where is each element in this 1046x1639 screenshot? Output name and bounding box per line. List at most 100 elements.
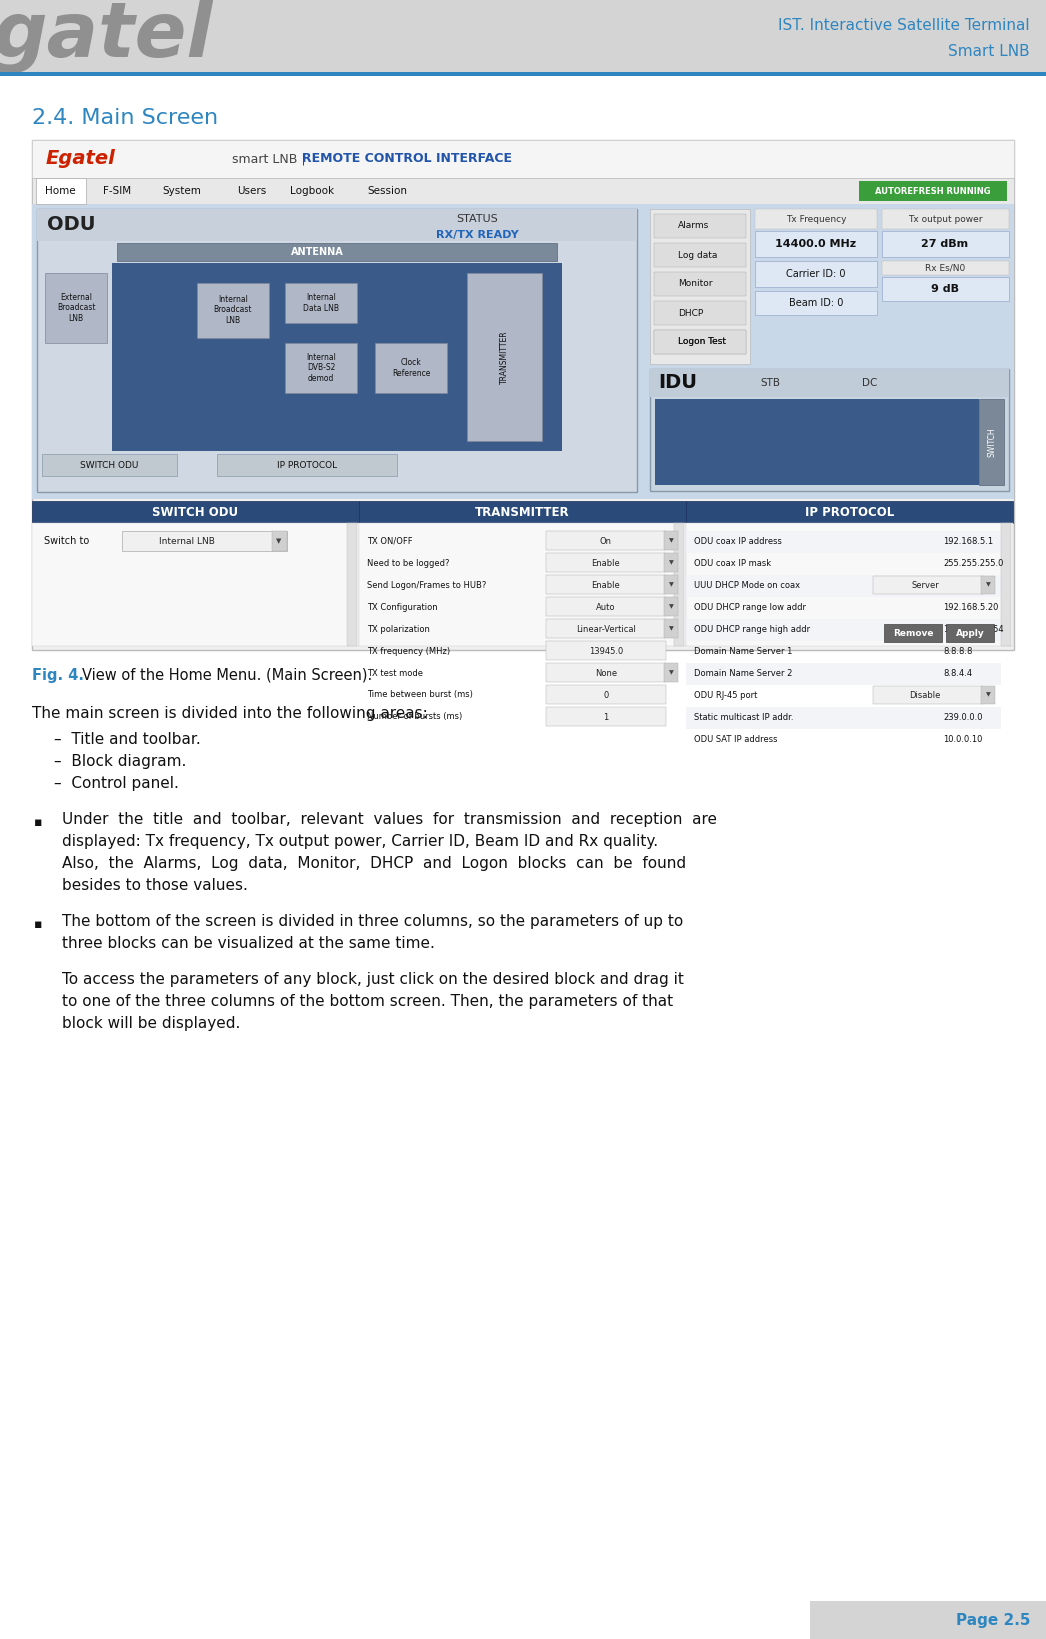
Text: Internal
DVB-S2
demod: Internal DVB-S2 demod	[306, 352, 336, 384]
Text: Internal LNB: Internal LNB	[159, 536, 214, 546]
Text: RX/TX READY: RX/TX READY	[435, 229, 519, 239]
Text: Apply: Apply	[956, 628, 984, 638]
Bar	[884, 624, 942, 642]
Text: ODU DHCP range high addr: ODU DHCP range high addr	[693, 624, 810, 634]
Text: Enable: Enable	[592, 580, 620, 590]
Text: Logon Test: Logon Test	[678, 338, 726, 346]
Bar	[546, 531, 666, 551]
Text: Domain Name Server 2: Domain Name Server 2	[693, 669, 793, 677]
Text: Log data: Log data	[678, 251, 718, 259]
Bar	[546, 597, 666, 616]
Text: Internal
Broadcast
LNB: Internal Broadcast LNB	[213, 295, 252, 325]
Text: 1: 1	[604, 713, 609, 721]
Bar	[1001, 523, 1011, 646]
Text: SWITCH ODU: SWITCH ODU	[153, 505, 238, 518]
Bar	[285, 284, 357, 323]
Bar	[197, 284, 269, 338]
Bar	[32, 523, 359, 646]
Text: 192.168.5.1: 192.168.5.1	[943, 536, 993, 546]
Text: Need to be logged?: Need to be logged?	[367, 559, 450, 567]
Text: The bottom of the screen is divided in three columns, so the parameters of up to: The bottom of the screen is divided in t…	[62, 915, 683, 929]
Text: IP PROTOCOL: IP PROTOCOL	[277, 461, 337, 469]
Bar	[664, 531, 678, 551]
Text: Carrier ID: 0: Carrier ID: 0	[787, 269, 846, 279]
Text: Home: Home	[45, 185, 75, 197]
Bar	[664, 620, 678, 638]
Text: displayed: Tx frequency, Tx output power, Carrier ID, Beam ID and Rx quality.: displayed: Tx frequency, Tx output power…	[62, 834, 658, 849]
Text: ODU coax IP mask: ODU coax IP mask	[693, 559, 771, 567]
Bar	[686, 664, 1001, 685]
Bar	[655, 398, 979, 485]
Text: TRANSMITTER: TRANSMITTER	[500, 329, 508, 384]
Text: DHCP: DHCP	[678, 308, 703, 318]
Text: ▪: ▪	[35, 918, 43, 931]
Text: Remove: Remove	[892, 628, 933, 638]
Text: ANTENNA: ANTENNA	[291, 247, 343, 257]
Text: F-SIM: F-SIM	[103, 185, 131, 197]
Bar	[664, 575, 678, 593]
Bar	[359, 523, 686, 646]
Bar	[981, 575, 995, 593]
Text: 8.8.4.4: 8.8.4.4	[943, 669, 972, 677]
Bar	[650, 210, 750, 364]
Text: ODU RJ-45 port: ODU RJ-45 port	[693, 690, 757, 700]
Text: TX polarization: TX polarization	[367, 624, 430, 634]
Text: ▪: ▪	[35, 816, 43, 829]
Bar	[946, 624, 994, 642]
Text: Switch to: Switch to	[44, 536, 89, 546]
Bar	[347, 523, 357, 646]
Text: UUU DHCP Mode on coax: UUU DHCP Mode on coax	[693, 580, 800, 590]
Bar	[686, 620, 1001, 641]
Text: ▼: ▼	[668, 626, 674, 631]
Text: Static multicast IP addr.: Static multicast IP addr.	[693, 713, 794, 721]
Bar	[0, 0, 1046, 72]
Text: The main screen is divided into the following areas:: The main screen is divided into the foll…	[32, 706, 428, 721]
Text: On: On	[600, 536, 612, 546]
Bar	[654, 329, 746, 354]
Text: –  Control panel.: – Control panel.	[54, 775, 179, 792]
Text: 192.168.5.20: 192.168.5.20	[943, 603, 998, 611]
Text: STB: STB	[760, 379, 780, 388]
Text: Alarms: Alarms	[678, 221, 709, 231]
Bar	[686, 523, 1013, 646]
Bar	[654, 329, 746, 354]
Text: Monitor: Monitor	[678, 280, 712, 288]
Text: 27 dBm: 27 dBm	[922, 239, 969, 249]
Text: ▼: ▼	[668, 605, 674, 610]
Text: three blocks can be visualized at the same time.: three blocks can be visualized at the sa…	[62, 936, 435, 951]
Text: System: System	[162, 185, 202, 197]
Text: 13945.0: 13945.0	[589, 646, 623, 656]
Text: Tx Frequency: Tx Frequency	[786, 215, 846, 223]
Text: SWITCH: SWITCH	[987, 428, 997, 457]
Bar	[882, 231, 1009, 257]
Text: None: None	[595, 669, 617, 677]
Bar	[664, 552, 678, 572]
Bar	[36, 179, 86, 203]
Bar	[42, 454, 177, 475]
Bar	[32, 203, 1014, 498]
Text: IP PROTOCOL: IP PROTOCOL	[804, 505, 894, 518]
Text: To access the parameters of any block, just click on the desired block and drag : To access the parameters of any block, j…	[62, 972, 684, 987]
Text: Tx output power: Tx output power	[908, 215, 982, 223]
Text: TX Configuration: TX Configuration	[367, 603, 437, 611]
Text: 192.168.5.254: 192.168.5.254	[943, 624, 1003, 634]
Bar	[0, 72, 1046, 75]
Text: Send Logon/Frames to HUB?: Send Logon/Frames to HUB?	[367, 580, 486, 590]
Bar	[285, 343, 357, 393]
Text: ▼: ▼	[668, 561, 674, 565]
Text: Page 2.5: Page 2.5	[955, 1613, 1030, 1628]
Bar	[37, 210, 637, 492]
Text: Rx Es/N0: Rx Es/N0	[925, 264, 965, 272]
Text: SWITCH ODU: SWITCH ODU	[79, 461, 138, 469]
Text: besides to those values.: besides to those values.	[62, 879, 248, 893]
Bar	[664, 597, 678, 616]
Bar	[686, 531, 1001, 552]
Text: ▼: ▼	[668, 539, 674, 544]
Text: gatel: gatel	[0, 0, 212, 74]
Text: Time between burst (ms): Time between burst (ms)	[367, 690, 473, 700]
Bar	[546, 620, 666, 638]
Bar	[467, 274, 542, 441]
Text: ▼: ▼	[668, 670, 674, 675]
Text: 255.255.255.0: 255.255.255.0	[943, 559, 1003, 567]
Text: Domain Name Server 1: Domain Name Server 1	[693, 646, 793, 656]
